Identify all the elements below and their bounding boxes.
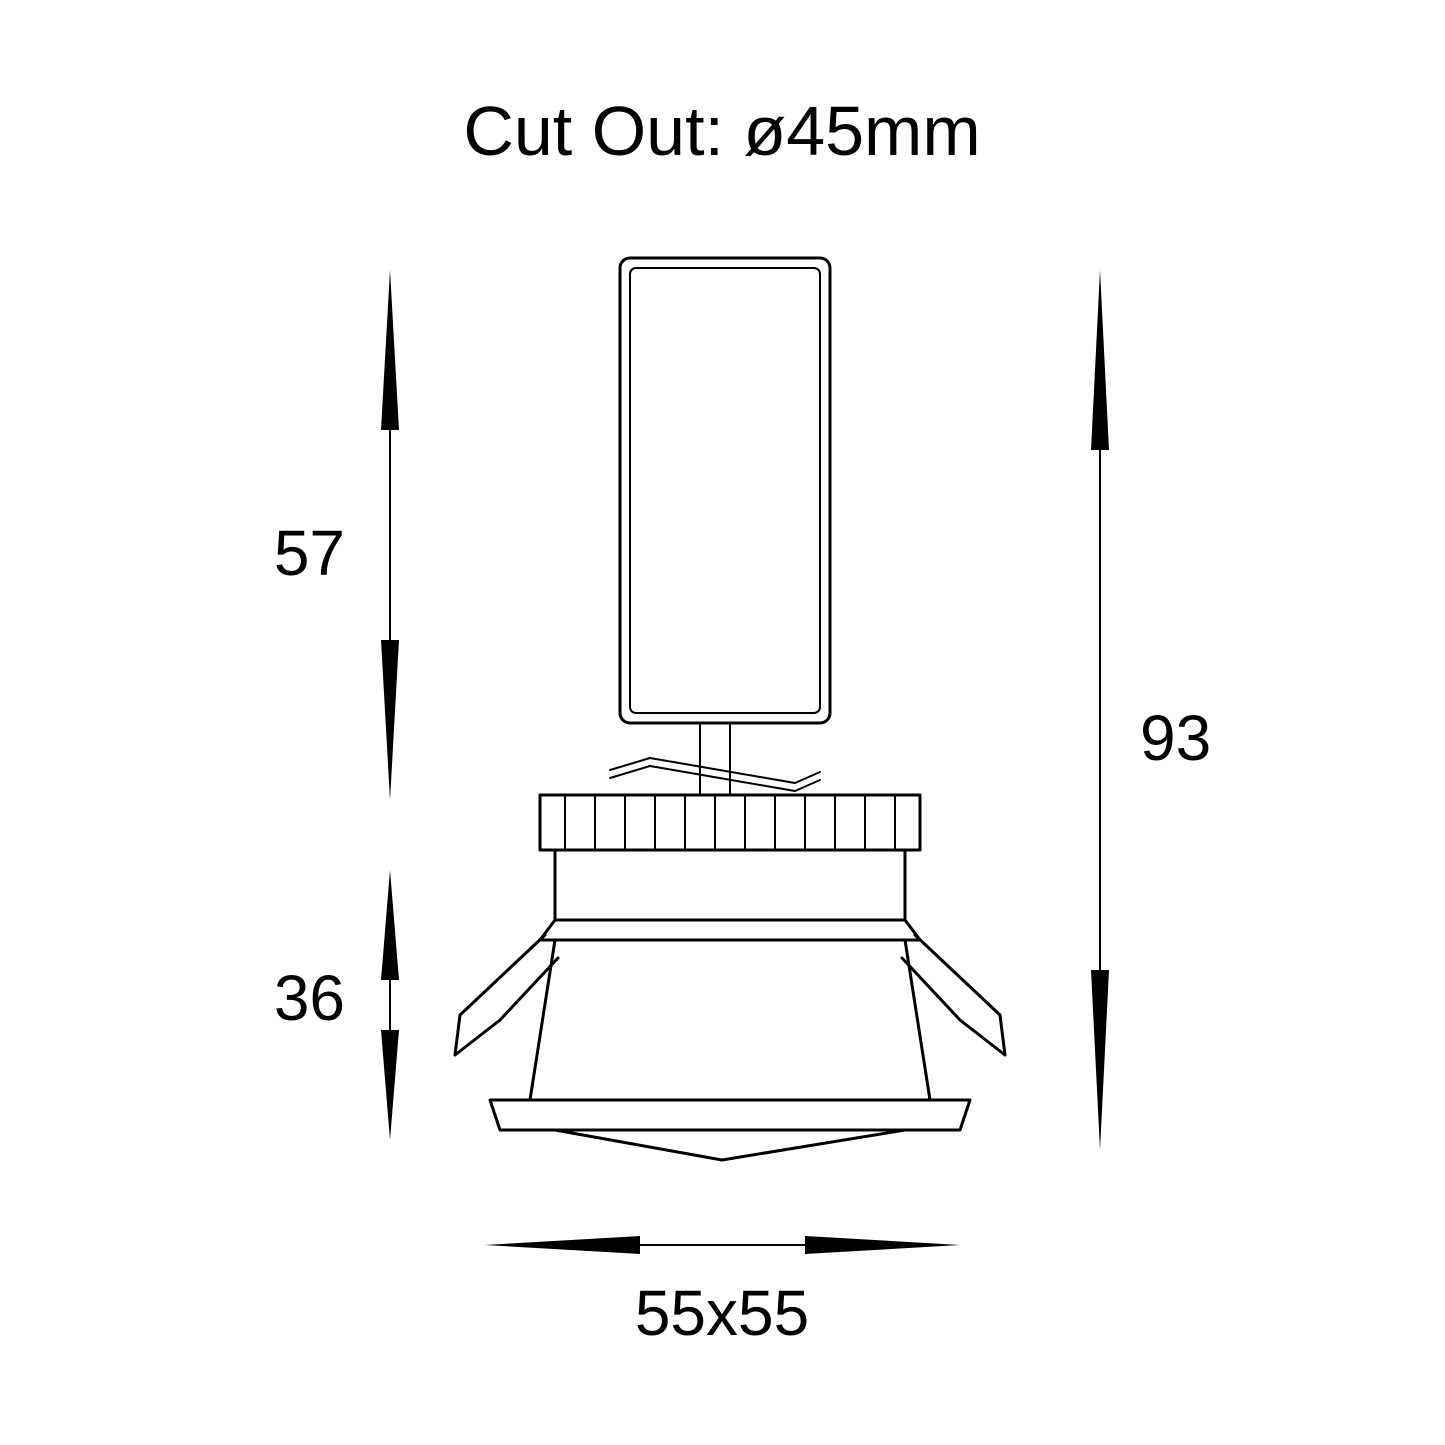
label-upper-height: 57 — [274, 517, 345, 589]
body-upper — [555, 850, 905, 920]
driver-box-inner — [630, 268, 820, 713]
dim-arrow-bottom — [485, 1236, 960, 1254]
title-text: Cut Out: ø45mm — [463, 92, 980, 170]
product-outline — [455, 258, 1005, 1160]
heatsink-fins — [565, 795, 895, 850]
heatsink-block — [540, 795, 920, 850]
label-width: 55x55 — [635, 1277, 809, 1349]
dim-arrow-left-upper — [381, 270, 399, 800]
body-bevel — [540, 920, 920, 940]
dim-arrow-left-lower — [381, 870, 399, 1140]
body-lower — [530, 940, 930, 1100]
spring-clip-right-icon — [902, 935, 1005, 1055]
label-lower-height: 36 — [274, 962, 345, 1034]
lens-profile — [555, 1130, 905, 1160]
spring-clip-left-icon — [455, 935, 558, 1055]
retaining-clip-icon — [610, 758, 820, 791]
dimension-diagram: Cut Out: ø45mm 57 36 93 55x55 — [0, 0, 1445, 1445]
flange — [490, 1100, 970, 1130]
label-total-height: 93 — [1140, 702, 1211, 774]
driver-box-outer — [620, 258, 830, 723]
dim-arrow-right-total — [1091, 270, 1109, 1150]
